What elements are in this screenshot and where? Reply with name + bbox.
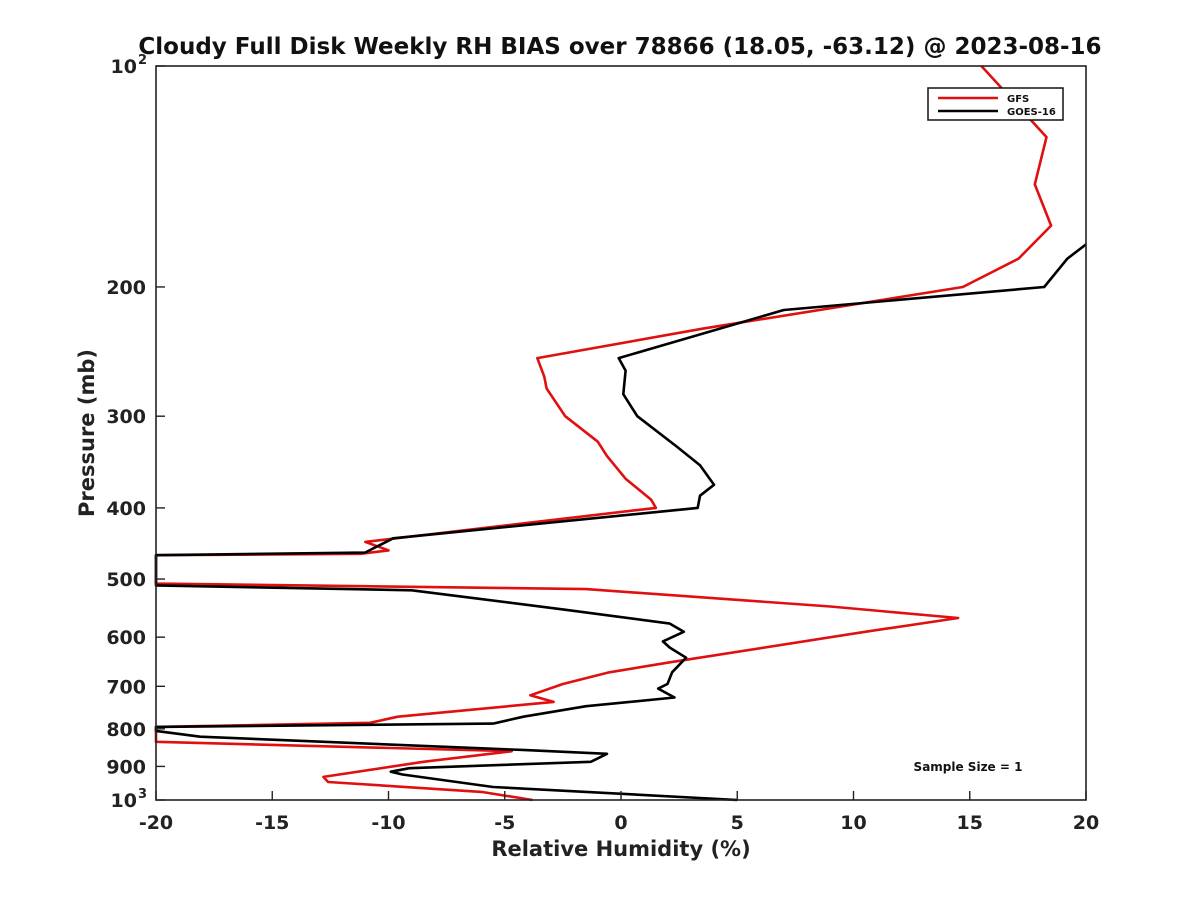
y-tick-label: 500 — [106, 569, 146, 591]
x-tick-label: 20 — [1073, 812, 1099, 834]
x-tick-label: 0 — [614, 812, 627, 834]
x-tick-label: 15 — [957, 812, 983, 834]
chart-title: Cloudy Full Disk Weekly RH BIAS over 788… — [138, 34, 1101, 60]
sample-size-annotation: Sample Size = 1 — [914, 760, 1023, 774]
x-tick-label: -10 — [371, 812, 405, 834]
legend-label-goes-16: GOES-16 — [1007, 107, 1056, 118]
x-axis: -20 -15 -10 -5 0 5 10 15 20 — [139, 791, 1099, 834]
y-tick-label: 200 — [106, 277, 146, 299]
x-tick-label: -5 — [494, 812, 515, 834]
legend: GFS GOES-16 — [927, 87, 1064, 121]
x-tick-label: -15 — [255, 812, 289, 834]
series-layer — [154, 65, 1087, 802]
y-tick-label: 700 — [106, 676, 146, 698]
y-axis-label: Pressure (mb) — [75, 349, 99, 517]
y-tick-exponent: 3 — [138, 787, 147, 802]
x-axis-label: Relative Humidity (%) — [491, 837, 750, 861]
y-tick-label: 800 — [106, 719, 146, 741]
y-tick-label: 400 — [106, 498, 146, 520]
y-tick-label: 600 — [106, 627, 146, 649]
y-tick-label: 900 — [106, 756, 146, 778]
legend-box — [927, 87, 1064, 121]
series-line-goes-16 — [154, 243, 1087, 802]
legend-label-gfs: GFS — [1007, 94, 1029, 105]
y-tick-label: 10 — [111, 790, 137, 812]
y-tick-exponent: 2 — [138, 53, 147, 68]
x-tick-label: -20 — [139, 812, 173, 834]
y-tick-label: 10 — [111, 56, 137, 78]
x-tick-label: 10 — [840, 812, 866, 834]
series-line-gfs — [154, 65, 1053, 802]
plot-frame — [155, 65, 1087, 801]
x-tick-label: 5 — [731, 812, 744, 834]
y-tick-label: 300 — [106, 406, 146, 428]
